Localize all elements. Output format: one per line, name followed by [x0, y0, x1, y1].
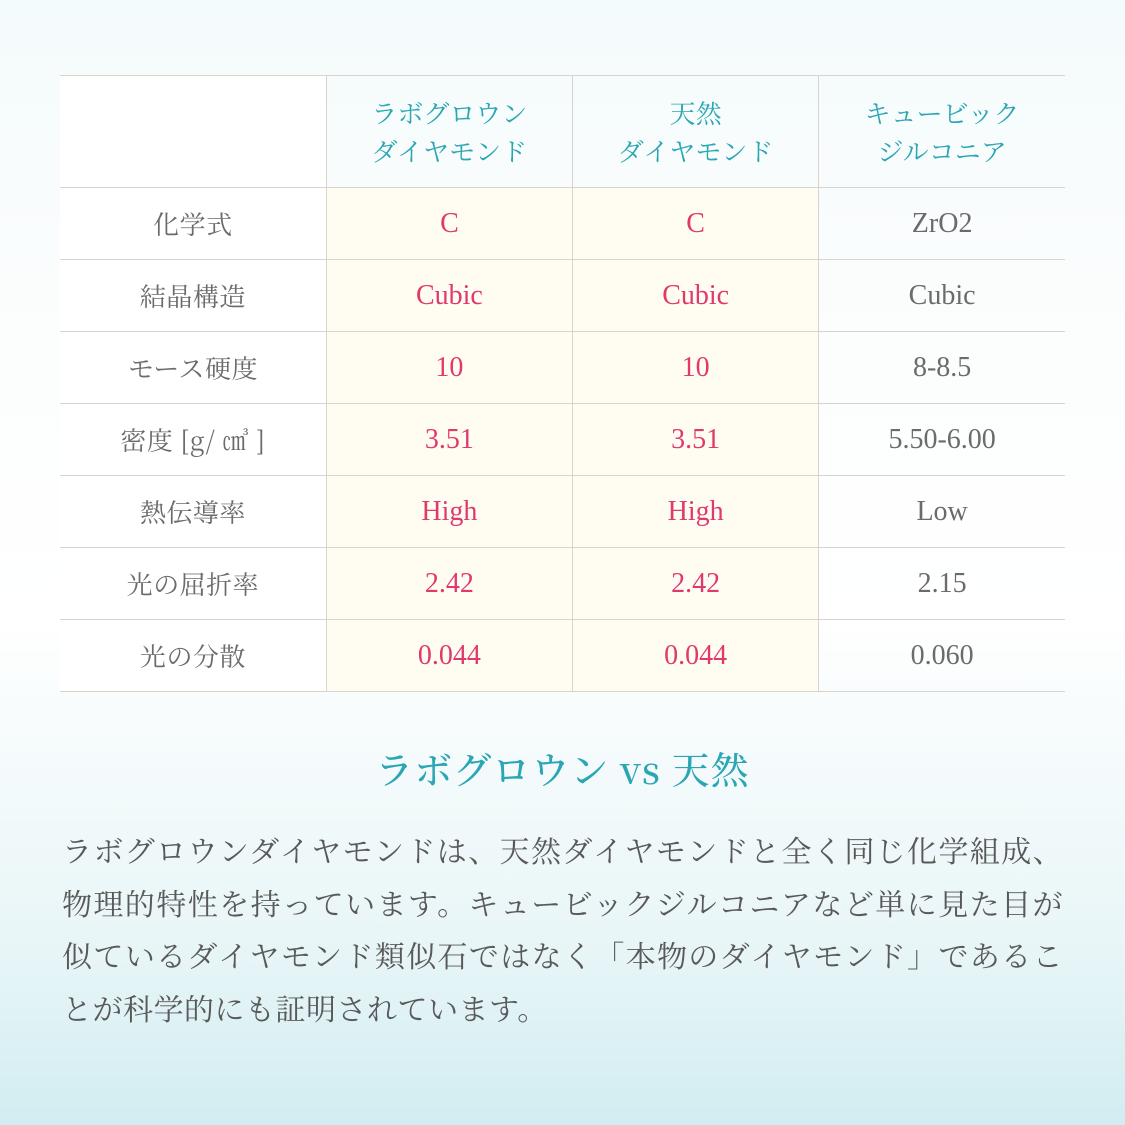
table-header-row: ラボグロウン ダイヤモンド 天然 ダイヤモンド キュービック ジルコニア	[60, 76, 1065, 188]
table-body: 化学式 C C ZrO2 結晶構造 Cubic Cubic Cubic モース硬…	[60, 188, 1065, 692]
cell: 2.15	[819, 548, 1065, 620]
cell: 5.50-6.00	[819, 404, 1065, 476]
table-row: 熱伝導率 High High Low	[60, 476, 1065, 548]
cell: 0.044	[573, 620, 819, 692]
cell: 3.51	[573, 404, 819, 476]
cell: C	[573, 188, 819, 260]
table-row: 密度 [g/ ㎤ ] 3.51 3.51 5.50-6.00	[60, 404, 1065, 476]
comparison-table-container: ラボグロウン ダイヤモンド 天然 ダイヤモンド キュービック ジルコニア 化学式…	[60, 75, 1065, 692]
body-text: ラボグロウンダイヤモンドは、天然ダイヤモンドと全く同じ化学組成、物理的特性を持っ…	[60, 823, 1065, 1033]
cell: 10	[573, 332, 819, 404]
row-label: 光の分散	[60, 620, 326, 692]
cell: Low	[819, 476, 1065, 548]
table-row: 結晶構造 Cubic Cubic Cubic	[60, 260, 1065, 332]
header-cz-line2: ジルコニア	[819, 132, 1065, 170]
row-label: 結晶構造	[60, 260, 326, 332]
row-label: 熱伝導率	[60, 476, 326, 548]
header-labgrown-line2: ダイヤモンド	[327, 132, 572, 170]
row-label: 密度 [g/ ㎤ ]	[60, 404, 326, 476]
comparison-table: ラボグロウン ダイヤモンド 天然 ダイヤモンド キュービック ジルコニア 化学式…	[60, 75, 1065, 692]
table-row: 光の分散 0.044 0.044 0.060	[60, 620, 1065, 692]
cell: 10	[326, 332, 572, 404]
cell: Cubic	[819, 260, 1065, 332]
cell: 0.060	[819, 620, 1065, 692]
cell: High	[326, 476, 572, 548]
section-title: ラボグロウン vs 天然	[60, 740, 1065, 795]
cell: Cubic	[326, 260, 572, 332]
header-natural-line2: ダイヤモンド	[573, 132, 818, 170]
row-label: 化学式	[60, 188, 326, 260]
header-empty	[60, 76, 326, 188]
cell: 3.51	[326, 404, 572, 476]
header-natural: 天然 ダイヤモンド	[573, 76, 819, 188]
table-row: 光の屈折率 2.42 2.42 2.15	[60, 548, 1065, 620]
header-labgrown: ラボグロウン ダイヤモンド	[326, 76, 572, 188]
header-labgrown-line1: ラボグロウン	[327, 94, 572, 132]
table-row: モース硬度 10 10 8-8.5	[60, 332, 1065, 404]
cell: 0.044	[326, 620, 572, 692]
cell: ZrO2	[819, 188, 1065, 260]
table-row: 化学式 C C ZrO2	[60, 188, 1065, 260]
cell: 2.42	[326, 548, 572, 620]
cell: 8-8.5	[819, 332, 1065, 404]
row-label: モース硬度	[60, 332, 326, 404]
cell: C	[326, 188, 572, 260]
cell: 2.42	[573, 548, 819, 620]
cell: Cubic	[573, 260, 819, 332]
header-natural-line1: 天然	[573, 94, 818, 132]
header-cz: キュービック ジルコニア	[819, 76, 1065, 188]
row-label: 光の屈折率	[60, 548, 326, 620]
header-cz-line1: キュービック	[819, 94, 1065, 132]
cell: High	[573, 476, 819, 548]
